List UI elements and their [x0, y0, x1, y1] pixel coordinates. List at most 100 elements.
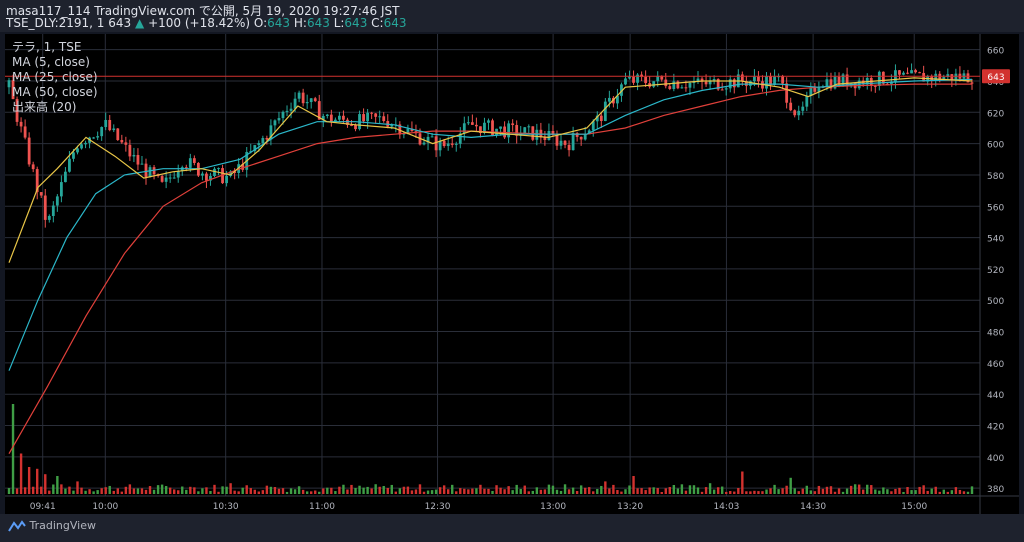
volume-bar	[624, 489, 627, 494]
price-chart[interactable]: 380 400 420 440 460 480 500 520 540 560 580 600 620 6…	[5, 34, 1019, 514]
volume-bar	[805, 485, 808, 494]
candle-body	[281, 111, 285, 119]
volume-bar	[821, 488, 825, 494]
candle-body	[51, 205, 55, 216]
candle-body	[817, 87, 821, 92]
volume-bar	[737, 488, 740, 494]
volume-bar	[253, 489, 256, 494]
x-tick-label: 11:00	[309, 502, 335, 512]
volume-bar	[100, 488, 103, 494]
candle-body	[184, 167, 188, 169]
y-tick-label: 500	[987, 297, 1004, 307]
volume-bar	[455, 491, 458, 494]
volume-bar	[213, 484, 216, 494]
volume-bar	[261, 490, 265, 494]
candle-body	[765, 76, 768, 89]
candle-body	[543, 137, 547, 141]
candle-body	[205, 173, 208, 181]
volume-bar	[144, 489, 148, 494]
volume-bar	[426, 490, 430, 494]
volume-bar	[886, 489, 889, 494]
volume-bar	[156, 485, 160, 494]
volume-bar	[297, 486, 301, 494]
volume-bar	[559, 490, 563, 494]
volume-bar	[382, 485, 385, 494]
volume-bar	[40, 486, 43, 494]
volume-bar	[164, 486, 168, 494]
candle-body	[462, 123, 466, 134]
volume-bar	[535, 487, 539, 494]
candle-body	[632, 76, 635, 83]
candle-body	[470, 122, 474, 125]
volume-bar	[289, 488, 293, 494]
candle-body	[769, 76, 772, 85]
volume-bar	[733, 491, 736, 494]
candle-body	[547, 131, 551, 141]
volume-bar	[68, 486, 71, 494]
volume-bar	[140, 488, 144, 494]
candle-body	[350, 124, 353, 126]
candle-body	[567, 144, 571, 151]
y-tick-label: 460	[987, 360, 1004, 370]
volume-bar	[366, 486, 369, 494]
volume-bar	[301, 489, 305, 494]
candle-body	[555, 135, 559, 146]
volume-bar	[523, 485, 526, 494]
candle-body	[793, 110, 797, 116]
volume-bar	[640, 488, 643, 494]
legend-volume: 出来高 (20)	[12, 100, 77, 114]
volume-bar	[362, 487, 365, 494]
volume-bar	[680, 484, 684, 494]
candle-body	[160, 176, 164, 182]
candle-body	[35, 169, 39, 193]
volume-bar	[96, 490, 99, 494]
volume-bar	[116, 488, 119, 494]
candle-body	[640, 74, 643, 77]
volume-bar	[793, 488, 796, 494]
volume-bar	[104, 487, 107, 494]
volume-bar	[398, 488, 402, 494]
candle-body	[507, 123, 511, 138]
close-label: C:	[371, 16, 384, 30]
candle-body	[213, 168, 216, 176]
candle-body	[628, 76, 631, 79]
volume-bar	[422, 491, 426, 494]
candle-body	[527, 126, 531, 128]
volume-bar	[636, 488, 639, 494]
tradingview-logo[interactable]: TradingView	[8, 519, 96, 532]
candle-body	[466, 122, 470, 124]
candle-body	[338, 115, 341, 120]
last-price-label: 643	[987, 73, 1004, 83]
volume-bar	[181, 486, 184, 494]
volume-bar	[648, 487, 651, 494]
candle-body	[241, 164, 245, 170]
volume-bar	[446, 489, 450, 494]
candle-body	[325, 114, 329, 116]
volume-bar	[245, 485, 248, 494]
volume-bar	[273, 487, 277, 494]
candle-body	[595, 115, 599, 122]
volume-bar	[527, 491, 530, 494]
volume-bar	[797, 491, 800, 494]
candle-body	[906, 72, 909, 74]
candle-body	[708, 80, 712, 85]
volume-bar	[729, 491, 732, 494]
volume-bar	[233, 490, 236, 494]
volume-bar	[209, 490, 212, 494]
x-tick-label: 14:03	[713, 502, 739, 512]
volume-bar	[612, 484, 615, 494]
volume-bar	[148, 486, 152, 494]
candle-body	[176, 171, 180, 178]
volume-bar	[616, 490, 619, 494]
volume-bar	[579, 485, 583, 494]
candle-body	[801, 106, 805, 111]
volume-bar	[845, 488, 849, 494]
candle-body	[704, 81, 708, 85]
candle-body	[378, 116, 382, 118]
volume-bar	[124, 486, 128, 494]
chart-pane[interactable]: 380 400 420 440 460 480 500 520 540 560 580 600 620 6…	[5, 34, 1019, 514]
candle-body	[225, 175, 228, 184]
candle-body	[136, 155, 140, 165]
volume-bar	[358, 485, 361, 494]
volume-bar	[463, 488, 466, 494]
